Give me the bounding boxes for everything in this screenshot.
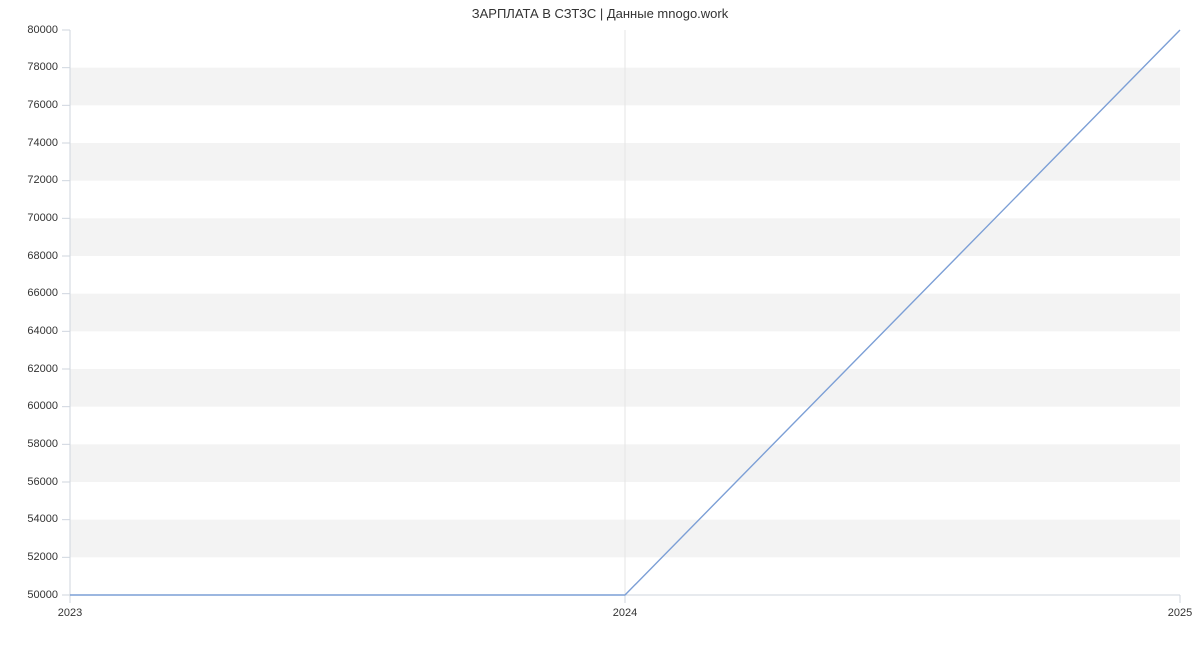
y-tick-label: 66000: [27, 287, 58, 299]
chart-container: ЗАРПЛАТА В СЗТЗС | Данные mnogo.work 500…: [0, 0, 1200, 650]
y-tick-label: 62000: [27, 363, 58, 375]
x-tick-label: 2025: [1160, 607, 1200, 619]
y-tick-label: 56000: [27, 476, 58, 488]
y-tick-label: 50000: [27, 589, 58, 601]
y-tick-label: 70000: [27, 212, 58, 224]
plot-area: [70, 30, 1180, 595]
y-tick-label: 54000: [27, 513, 58, 525]
chart-title: ЗАРПЛАТА В СЗТЗС | Данные mnogo.work: [0, 6, 1200, 21]
y-tick-label: 52000: [27, 551, 58, 563]
x-tick-label: 2023: [50, 607, 90, 619]
x-tick-label: 2024: [605, 607, 645, 619]
y-tick-label: 74000: [27, 137, 58, 149]
y-tick-label: 68000: [27, 250, 58, 262]
y-tick-label: 60000: [27, 400, 58, 412]
y-tick-label: 76000: [27, 99, 58, 111]
chart-svg: [70, 30, 1180, 595]
y-tick-label: 64000: [27, 325, 58, 337]
y-tick-label: 72000: [27, 174, 58, 186]
y-tick-label: 80000: [27, 24, 58, 36]
y-tick-label: 58000: [27, 438, 58, 450]
y-tick-label: 78000: [27, 61, 58, 73]
